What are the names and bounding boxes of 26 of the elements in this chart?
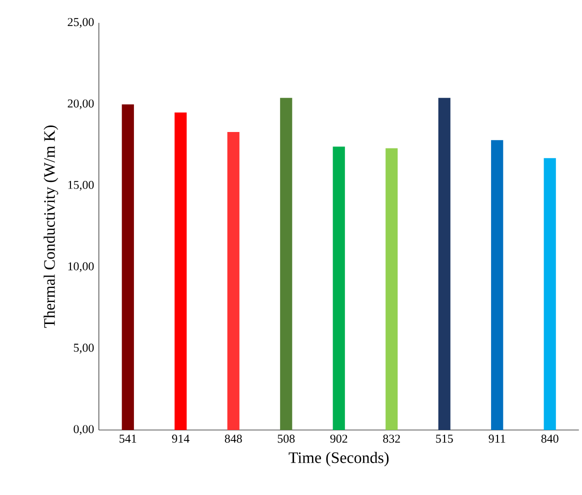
bar xyxy=(544,158,556,430)
y-axis-title: Thermal Conductivity (W/m K) xyxy=(44,126,58,328)
y-tick-label: 0,00 xyxy=(74,425,94,435)
x-tick-label: 832 xyxy=(383,434,400,443)
x-tick-label: 840 xyxy=(541,434,558,443)
y-tick-label: 10,00 xyxy=(68,262,94,272)
x-tick-label: 848 xyxy=(224,434,242,443)
x-tick-label: 914 xyxy=(172,434,190,443)
x-tick-label: 541 xyxy=(120,434,136,443)
y-tick-label: 20,00 xyxy=(68,99,94,110)
y-tick-label: 25,00 xyxy=(68,18,94,28)
y-tick-label: 5,00 xyxy=(74,344,94,354)
bar xyxy=(227,132,240,430)
x-axis-title: Time (Seconds) xyxy=(288,452,389,466)
y-tick-label: 15,00 xyxy=(68,180,94,191)
bar xyxy=(280,98,292,430)
x-tick-label: 515 xyxy=(436,434,453,443)
bar xyxy=(332,146,345,430)
bar xyxy=(491,140,504,430)
x-tick-label: 902 xyxy=(330,434,348,443)
x-tick-label: 508 xyxy=(278,434,295,443)
bar xyxy=(438,98,450,430)
bar xyxy=(122,104,134,430)
x-tick-label: 911 xyxy=(488,434,506,443)
bar xyxy=(174,112,187,430)
bar xyxy=(386,148,398,430)
